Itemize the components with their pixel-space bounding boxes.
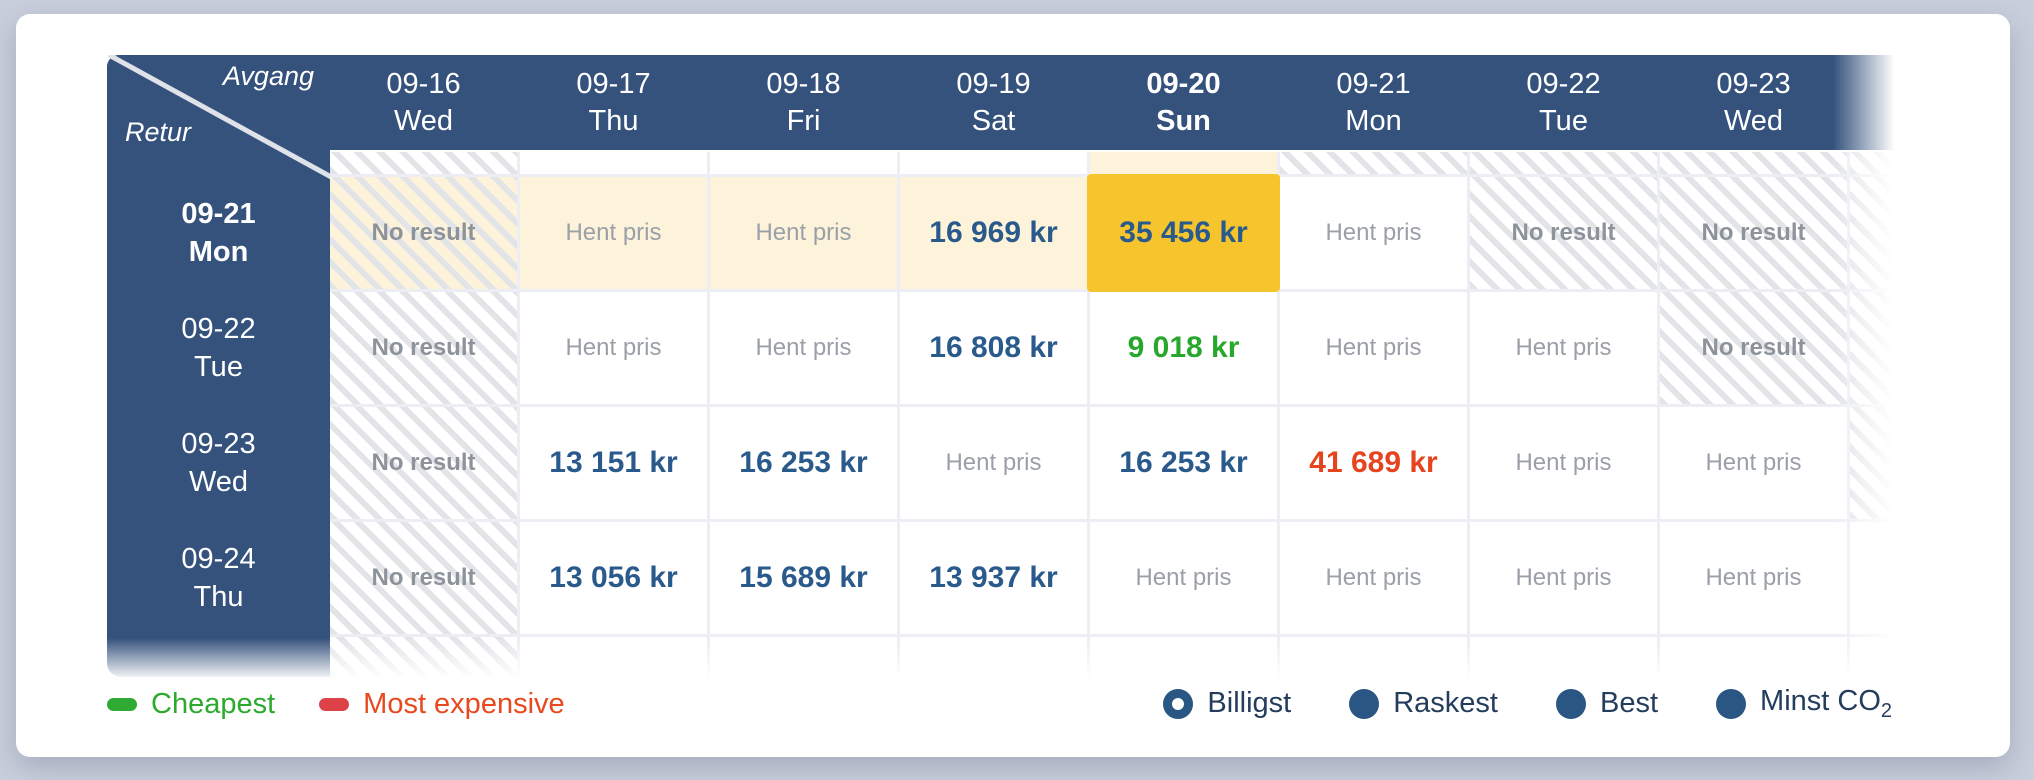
- no-result-cell: No result: [330, 522, 517, 634]
- price-cell[interactable]: 16 808 kr: [900, 292, 1087, 404]
- partial-row-cell: [1090, 152, 1277, 174]
- return-row-label: 09-23 Wed: [181, 428, 256, 498]
- corner-return-label: Retur: [125, 117, 192, 147]
- departure-header-band: [107, 55, 1908, 150]
- partial-row-cell: [520, 637, 707, 677]
- partial-row-cell: [330, 152, 517, 174]
- legend-most-expensive: Most expensive: [319, 688, 565, 721]
- legend-most-expensive-label: Most expensive: [363, 687, 565, 720]
- fetch-price-cell[interactable]: Hent pris: [1280, 292, 1467, 404]
- price-matrix-card: Avgang Retur 09-16 Wed 09-17 Thu 09-18 Fri …: [16, 14, 2010, 757]
- partial-row-cell: [1090, 637, 1277, 677]
- no-result-cell: No result: [330, 292, 517, 404]
- price-cell[interactable]: 13 937 kr: [900, 522, 1087, 634]
- filter-label[interactable]: Billigst: [1207, 687, 1292, 720]
- departure-header-cell: 09-18 Fri: [766, 67, 841, 137]
- filter-option-billigst[interactable]: Billigst: [1163, 687, 1291, 720]
- price-cell[interactable]: 16 969 kr: [900, 177, 1087, 289]
- partial-row-cell: [1850, 152, 1908, 174]
- no-result-cell: No result: [330, 407, 517, 519]
- departure-header-cell: 09-21 Mon: [1336, 67, 1411, 137]
- departure-header-cell-selected: 09-20 Sun: [1146, 67, 1221, 137]
- no-result-cell: No result: [330, 177, 517, 289]
- price-cell[interactable]: 16 253 kr: [710, 407, 897, 519]
- fetch-price-cell[interactable]: Hent pris: [520, 292, 707, 404]
- fetch-price-cell[interactable]: Hent pris: [710, 292, 897, 404]
- filter-option-raskest[interactable]: Raskest: [1349, 687, 1498, 720]
- filter-label[interactable]: Raskest: [1393, 687, 1498, 720]
- no-result-cell: No result: [1470, 177, 1657, 289]
- departure-header-cell: 09-16 Wed: [386, 67, 461, 137]
- fetch-price-cell[interactable]: Hent pris: [1280, 522, 1467, 634]
- most-expensive-price-cell[interactable]: 41 689 kr: [1280, 407, 1467, 519]
- price-cell[interactable]: 15 689 kr: [710, 522, 897, 634]
- no-result-cell: No result: [1850, 407, 1908, 519]
- fetch-price-cell[interactable]: Hent pris: [520, 177, 707, 289]
- fetch-price-cell[interactable]: Hent pris: [710, 177, 897, 289]
- no-result-cell: No result: [1660, 292, 1847, 404]
- legend-cheapest: Cheapest: [107, 688, 275, 721]
- cheapest-price-cell[interactable]: 9 018 kr: [1090, 292, 1277, 404]
- price-cell[interactable]: 13 151 kr: [520, 407, 707, 519]
- partial-row-cell: [710, 152, 897, 174]
- partial-row-cell: [1660, 637, 1847, 677]
- partial-row-cell: [900, 637, 1087, 677]
- partial-row-cell: [900, 152, 1087, 174]
- departure-header-cell-clipped: 0: [1850, 55, 1908, 150]
- radio-selected-icon[interactable]: [1163, 688, 1194, 719]
- partial-row-cell: [1470, 637, 1657, 677]
- partial-row-cell: [330, 637, 517, 677]
- price-cells-grid: No result Hent pris Hent pris 16 969 kr …: [330, 152, 1908, 677]
- co2-subscript: 2: [1880, 699, 1892, 722]
- fetch-price-cell[interactable]: Hent pris: [1850, 522, 1908, 634]
- return-row-label: 09-22 Tue: [181, 313, 256, 383]
- return-row-label: 09-24 Thu: [181, 543, 256, 613]
- filter-label[interactable]: Best: [1600, 687, 1659, 720]
- legend-cheapest-label: Cheapest: [151, 687, 276, 720]
- partial-row-cell: [1280, 637, 1467, 677]
- return-row-label-selected: 09-21 Mon: [181, 198, 256, 268]
- fetch-price-cell[interactable]: Hent pris: [1470, 292, 1657, 404]
- sort-filter-group: Billigst Raskest Best Minst CO2: [1163, 685, 1892, 723]
- flight-price-matrix: Avgang Retur 09-16 Wed 09-17 Thu 09-18 Fri …: [107, 55, 1908, 686]
- partial-row-cell: [1280, 152, 1467, 174]
- no-result-cell: No result: [1850, 177, 1908, 289]
- fetch-price-cell[interactable]: Hent pris: [1660, 522, 1847, 634]
- radio-icon[interactable]: [1349, 688, 1380, 719]
- departure-header-cell: 09-17 Thu: [576, 67, 651, 137]
- fetch-price-cell[interactable]: Hent pris: [1090, 522, 1277, 634]
- departure-header-cell: 09-23 Wed: [1716, 67, 1791, 137]
- radio-icon[interactable]: [1716, 688, 1747, 719]
- filter-option-minst-co2[interactable]: Minst CO2: [1716, 685, 1892, 723]
- departure-header-cell: 09-22 Tue: [1526, 67, 1601, 137]
- fetch-price-cell[interactable]: Hent pris: [1280, 177, 1467, 289]
- corner-departure-label: Avgang: [222, 61, 314, 91]
- price-cell[interactable]: 16 253 kr: [1090, 407, 1277, 519]
- fetch-price-cell[interactable]: Hent pris: [1470, 522, 1657, 634]
- filter-label[interactable]: Minst CO2: [1760, 685, 1892, 722]
- partial-row-cell: [1850, 637, 1908, 677]
- radio-icon[interactable]: [1556, 688, 1586, 719]
- partial-row-cell: [1660, 152, 1847, 174]
- no-result-cell: No result: [1660, 177, 1847, 289]
- partial-row-cell: [520, 152, 707, 174]
- fetch-price-cell[interactable]: Hent pris: [900, 407, 1087, 519]
- most-expensive-dash-icon: [319, 697, 350, 711]
- fetch-price-cell[interactable]: Hent pris: [1660, 407, 1847, 519]
- departure-header-cell: 09-19 Sat: [956, 67, 1031, 137]
- price-cell[interactable]: 13 056 kr: [520, 522, 707, 634]
- filter-option-best[interactable]: Best: [1556, 687, 1658, 720]
- cheapest-dash-icon: [107, 697, 137, 711]
- partial-row-cell: [710, 637, 897, 677]
- no-result-cell: No result: [1850, 292, 1908, 404]
- fetch-price-cell[interactable]: Hent pris: [1470, 407, 1657, 519]
- partial-row-cell: [1470, 152, 1657, 174]
- legend-bar: Cheapest Most expensive Billigst Raskest…: [107, 676, 1892, 732]
- selected-price-cell[interactable]: 35 456 kr: [1087, 174, 1280, 292]
- departure-dates-header: 09-16 Wed 09-17 Thu 09-18 Fri 09-19 Sat 09-2…: [330, 55, 1908, 150]
